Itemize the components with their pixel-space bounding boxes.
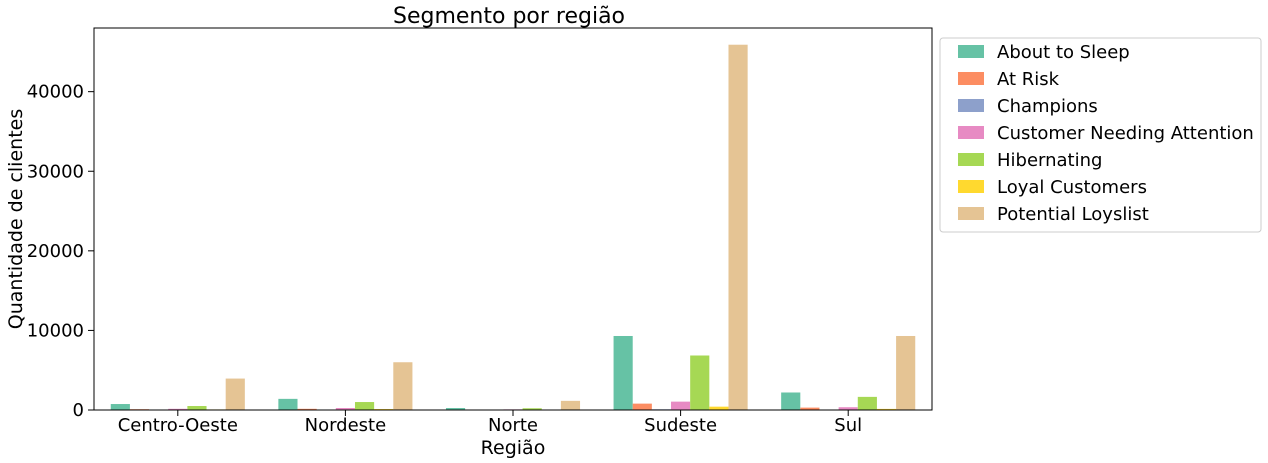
- bar-about-to-sleep-nordeste: [278, 398, 298, 410]
- x-tick-label: Norte: [488, 415, 538, 436]
- x-tick-label: Centro-Oeste: [118, 415, 238, 436]
- bar-loyal-customers-sul: [876, 408, 897, 410]
- legend-label: Hibernating: [997, 150, 1102, 171]
- y-axis-label: Quantidade de clientes: [5, 109, 27, 329]
- legend-label: Champions: [997, 96, 1098, 117]
- y-axis: 0 10000 20000 30000 40000: [27, 82, 94, 421]
- legend-swatch: [958, 45, 984, 58]
- legend-label: About to Sleep: [997, 42, 1130, 63]
- y-tick-label: 30000: [27, 161, 84, 182]
- bar-hibernating-sul: [857, 396, 877, 410]
- x-axis-label: Região: [481, 437, 546, 459]
- bar-hibernating-norte: [522, 408, 542, 410]
- bar-potential-loyslist-nordeste: [393, 362, 413, 410]
- legend-label: Potential Loyslist: [997, 204, 1149, 225]
- y-tick-label: 40000: [27, 82, 84, 103]
- y-tick-label: 20000: [27, 241, 84, 262]
- bar-hibernating-centro-oeste: [187, 406, 207, 410]
- x-tick-label: Sudeste: [644, 415, 717, 436]
- bar-about-to-sleep-centro-oeste: [110, 404, 130, 410]
- y-tick-label: 0: [73, 400, 84, 421]
- legend-swatch: [958, 207, 984, 220]
- bar-loyal-customers-sudeste: [709, 406, 729, 410]
- bar-about-to-sleep-sudeste: [613, 335, 633, 410]
- bar-hibernating-nordeste: [354, 402, 375, 410]
- legend-swatch: [958, 126, 984, 139]
- x-tick-label: Sul: [834, 415, 862, 436]
- bar-customer-needing-attention-sudeste: [671, 401, 691, 410]
- legend-label: Customer Needing Attention: [997, 123, 1254, 144]
- bar-customer-needing-attention-centro-oeste: [168, 408, 188, 410]
- legend-label: At Risk: [997, 69, 1060, 90]
- bars-group: [110, 44, 916, 411]
- bar-potential-loyslist-sudeste: [728, 44, 748, 411]
- legend: About to Sleep At Risk Champions Customer N…: [939, 37, 1262, 233]
- bar-potential-loyslist-centro-oeste: [225, 378, 245, 410]
- x-axis: Centro-Oeste Nordeste Norte Sudeste Sul: [118, 410, 862, 436]
- chart-title: Segmento por região: [393, 4, 625, 29]
- bar-customer-needing-attention-nordeste: [335, 408, 355, 410]
- legend-swatch: [958, 180, 984, 193]
- bar-at-risk-sul: [800, 407, 820, 410]
- legend-swatch: [958, 153, 984, 166]
- bar-hibernating-sudeste: [690, 355, 710, 410]
- legend-swatch: [958, 72, 984, 85]
- bar-about-to-sleep-sul: [781, 392, 801, 410]
- plot-area-frame: [93, 27, 933, 411]
- legend-frame: [939, 37, 1262, 233]
- bar-at-risk-nordeste: [297, 408, 317, 410]
- bar-customer-needing-attention-sul: [838, 407, 858, 410]
- legend-swatch: [958, 99, 984, 112]
- legend-label: Loyal Customers: [997, 177, 1147, 198]
- bar-potential-loyslist-sul: [896, 335, 916, 410]
- bar-potential-loyslist-norte: [560, 400, 581, 410]
- y-tick-label: 10000: [27, 320, 84, 341]
- bar-at-risk-sudeste: [632, 403, 652, 410]
- x-tick-label: Nordeste: [305, 415, 387, 436]
- bar-about-to-sleep-norte: [445, 408, 466, 410]
